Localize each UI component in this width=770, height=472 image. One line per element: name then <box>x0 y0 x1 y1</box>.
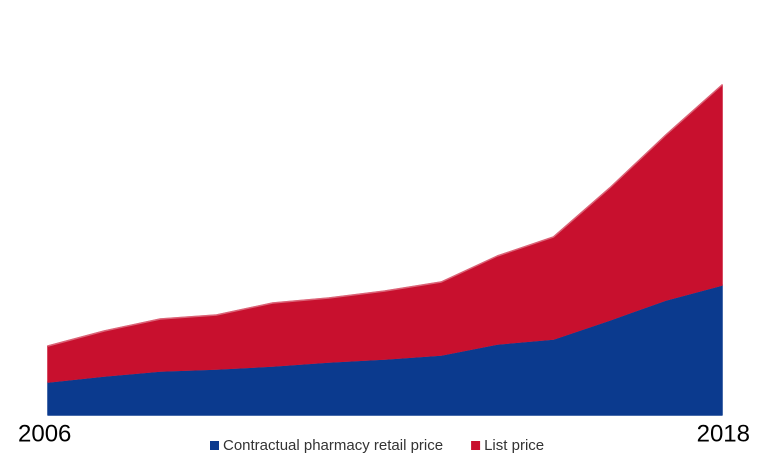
area-edge <box>47 84 723 347</box>
legend-swatch <box>210 441 219 450</box>
x-tick-label: 2006 <box>18 420 71 447</box>
legend: Contractual pharmacy retail price List pr… <box>210 437 544 454</box>
x-tick-label: 2018 <box>697 420 750 447</box>
legend-label: List price <box>484 437 544 454</box>
legend-label: Contractual pharmacy retail price <box>223 437 443 454</box>
area <box>47 84 723 383</box>
legend-swatch <box>471 441 481 450</box>
